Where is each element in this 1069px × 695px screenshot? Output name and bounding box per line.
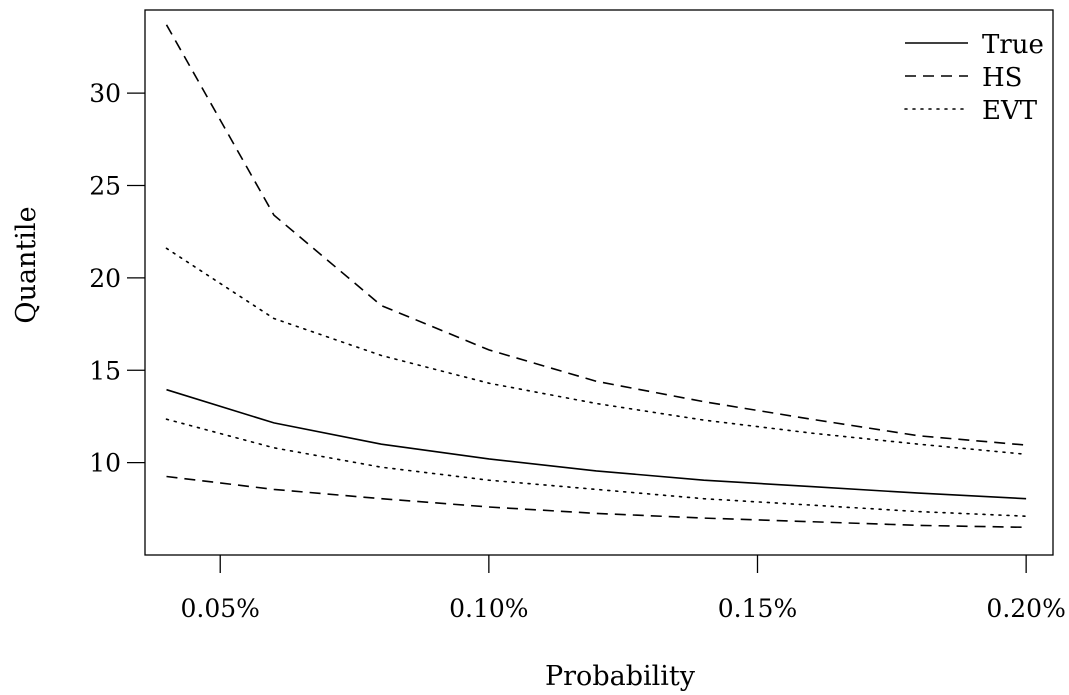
series-line-lower-dashed	[166, 475, 1027, 529]
series-line-evt	[165, 247, 1027, 456]
legend-label: True	[982, 30, 1044, 60]
y-tick-label: 15	[89, 356, 121, 385]
series-layer	[165, 24, 1027, 529]
y-tick-label: 25	[89, 172, 121, 201]
x-tick-label: 0.10%	[449, 594, 528, 623]
x-axis-title: Probability	[545, 661, 696, 692]
y-tick-label: 20	[89, 264, 121, 293]
legend-label: EVT	[982, 96, 1038, 126]
legend-label: HS	[982, 63, 1023, 93]
series-line-hs	[165, 24, 1027, 446]
y-tick-label: 10	[89, 449, 121, 478]
series-line-lower-dotted	[165, 418, 1027, 518]
plot-frame	[144, 9, 1054, 556]
series-line-true	[166, 388, 1027, 500]
x-tick-label: 0.05%	[181, 594, 260, 623]
y-axis-title: Quantile	[11, 206, 42, 323]
y-axis: 10 15 20 25 30	[89, 79, 145, 478]
x-axis: 0.05% 0.10% 0.15% 0.20%	[181, 555, 1066, 623]
x-tick-label: 0.15%	[718, 594, 797, 623]
x-tick-label: 0.20%	[986, 594, 1065, 623]
y-tick-label: 30	[89, 79, 121, 108]
